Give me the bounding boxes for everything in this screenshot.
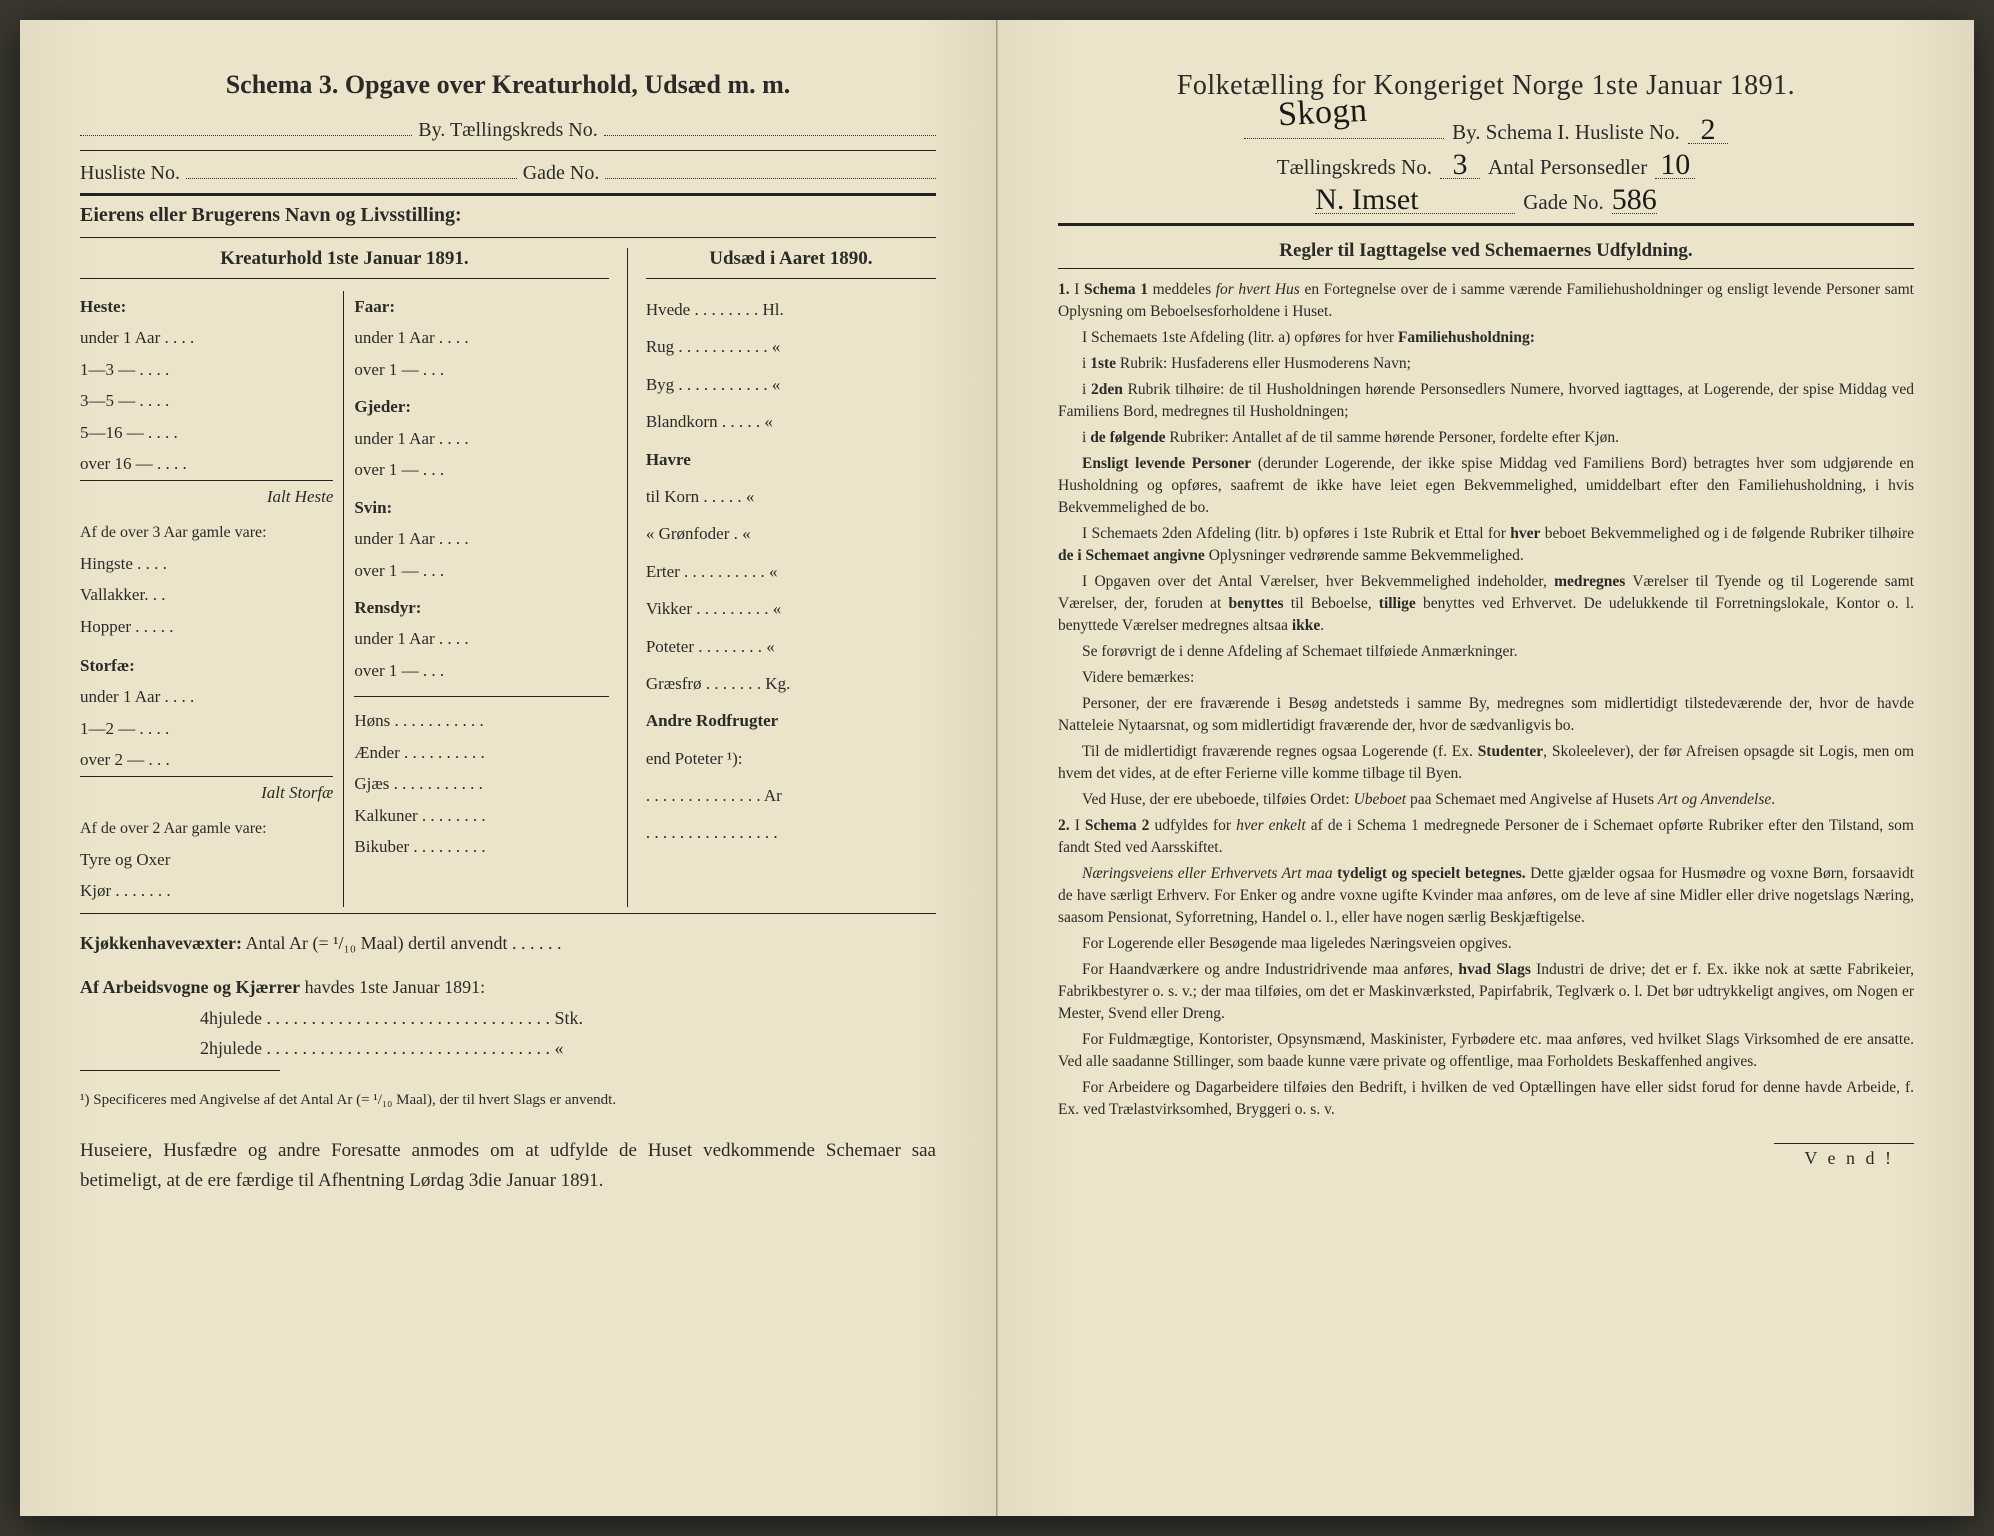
document-spread: Schema 3. Opgave over Kreaturhold, Udsæd… (20, 20, 1974, 1516)
personsedler-no: 10 (1655, 151, 1695, 179)
rule-paragraph: 2. I Schema 2 udfyldes for hver enkelt a… (1058, 815, 1914, 859)
vend-label: V e n d ! (1774, 1143, 1914, 1169)
rule-paragraph: For Haandværkere og andre Industridriven… (1058, 959, 1914, 1025)
left-page: Schema 3. Opgave over Kreaturhold, Udsæd… (20, 20, 997, 1516)
by-line: By. Tællingskreds No. (80, 116, 936, 142)
rule-paragraph: i 1ste Rubrik: Husfaderens eller Husmode… (1058, 353, 1914, 375)
rule-paragraph: I Opgaven over det Antal Værelser, hver … (1058, 571, 1914, 637)
census-title: Folketælling for Kongeriget Norge 1ste J… (1058, 70, 1914, 102)
owner-label: Eierens eller Brugerens Navn og Livsstil… (80, 204, 936, 227)
rule-paragraph: For Arbeidere og Dagarbeidere tilføies d… (1058, 1077, 1914, 1121)
rule-paragraph: Personer, der ere fraværende i Besøg and… (1058, 693, 1914, 737)
rules-body: 1. I Schema 1 meddeles for hvert Hus en … (1058, 275, 1914, 1125)
rule-paragraph: Videre bemærkes: (1058, 667, 1914, 689)
husliste-line: Husliste No. Gade No. (80, 159, 936, 185)
rule-paragraph: i 2den Rubrik tilhøire: de til Husholdni… (1058, 379, 1914, 423)
col-animals-a: Heste: under 1 Aar . . . . 1—3 — . . . .… (80, 291, 344, 907)
rule-paragraph: For Logerende eller Besøgende maa ligele… (1058, 933, 1914, 955)
kreatur-header: Kreaturhold 1ste Januar 1891. (80, 248, 609, 279)
rule-paragraph: Ensligt levende Personer (derunder Loger… (1058, 453, 1914, 519)
rule-paragraph: Til de midlertidigt fraværende regnes og… (1058, 741, 1914, 785)
rule-paragraph: For Fuldmægtige, Kontorister, Opsynsmænd… (1058, 1029, 1914, 1073)
rule-paragraph: Se forøvrigt de i denne Afdeling af Sche… (1058, 641, 1914, 663)
rule-paragraph: I Schemaets 2den Afdeling (litr. b) opfø… (1058, 523, 1914, 567)
line-gade: N. Imset Gade No. 586 (1058, 186, 1914, 215)
col-animals-b: Faar: under 1 Aar . . . . over 1 — . . .… (344, 291, 608, 907)
rule-paragraph: i de følgende Rubriker: Antallet af de t… (1058, 427, 1914, 449)
main-table: Kreaturhold 1ste Januar 1891. Heste: und… (80, 248, 936, 907)
vogne-block: Af Arbeidsvogne og Kjærrer havdes 1ste J… (80, 972, 936, 1064)
rule-paragraph: Ved Huse, der ere ubeboede, tilføies Ord… (1058, 789, 1914, 811)
rule-paragraph: I Schemaets 1ste Afdeling (litr. a) opfø… (1058, 327, 1914, 349)
closing-text: Huseiere, Husfædre og andre Foresatte an… (80, 1136, 936, 1197)
kjokken-block: Kjøkkenhavevæxter: Antal Ar (= ¹/₁₀ Maal… (80, 928, 936, 959)
udsaed-header: Udsæd i Aaret 1890. (646, 248, 936, 279)
gade-no: 586 (1612, 186, 1657, 214)
col-udsaed: Udsæd i Aaret 1890. Hvede . . . . . . . … (628, 248, 936, 907)
right-page: Folketælling for Kongeriget Norge 1ste J… (997, 20, 1974, 1516)
hand-gade-sig: N. Imset (1315, 186, 1515, 214)
rules-heading: Regler til Iagttagelse ved Schemaernes U… (1058, 240, 1914, 262)
line-kreds: Tællingskreds No. 3 Antal Personsedler 1… (1058, 151, 1914, 180)
kreds-no: 3 (1440, 151, 1480, 179)
hand-signature: Skogn (1277, 92, 1368, 135)
schema3-title: Schema 3. Opgave over Kreaturhold, Udsæd… (80, 70, 936, 100)
husliste-no: 2 (1688, 116, 1728, 144)
footnote: ¹) Specificeres med Angivelse af det Ant… (80, 1089, 936, 1112)
line-by: By. Schema I. Husliste No. 2 (1058, 116, 1914, 145)
rule-paragraph: 1. I Schema 1 meddeles for hvert Hus en … (1058, 279, 1914, 323)
rule-paragraph: Næringsveiens eller Erhvervets Art maa t… (1058, 863, 1914, 929)
